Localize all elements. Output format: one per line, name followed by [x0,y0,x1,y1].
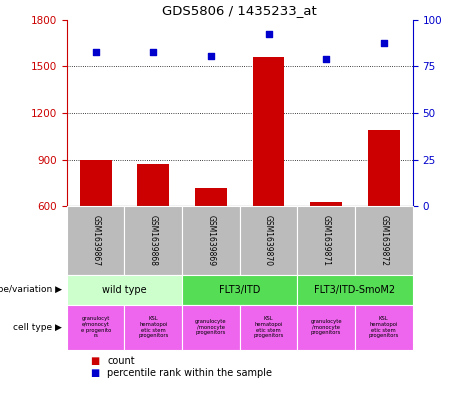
Point [92,49,99,55]
Text: ■: ■ [90,356,99,366]
Bar [240,206,297,275]
Point [149,49,157,55]
Text: ■: ■ [90,368,99,378]
Title: GDS5806 / 1435233_at: GDS5806 / 1435233_at [162,4,317,17]
Text: GSM1639868: GSM1639868 [149,215,158,266]
Text: percentile rank within the sample: percentile rank within the sample [107,368,272,378]
Bar [310,202,342,206]
Text: granulocyte
/monocyte
progenitors: granulocyte /monocyte progenitors [310,319,342,336]
Point [322,56,330,62]
Bar [297,206,355,275]
Text: GSM1639869: GSM1639869 [207,215,215,266]
Text: KSL
hematopoi
etic stem
progenitors: KSL hematopoi etic stem progenitors [254,316,284,338]
Text: granulocyte
/monocyte
progenitors: granulocyte /monocyte progenitors [195,319,227,336]
Bar [355,305,413,350]
Bar [182,275,297,305]
Text: GSM1639872: GSM1639872 [379,215,388,266]
Bar [368,130,400,206]
Bar [297,305,355,350]
Text: GSM1639871: GSM1639871 [322,215,331,266]
Point [207,53,214,59]
Bar [137,164,169,206]
Text: granulocyt
e/monocyt
e progenito
rs: granulocyt e/monocyt e progenito rs [81,316,111,338]
Bar [67,305,124,350]
Point [265,31,272,37]
Bar [80,160,112,206]
Bar [124,206,182,275]
Text: GSM1639867: GSM1639867 [91,215,100,266]
Bar [297,275,413,305]
Text: KSL
hematopoi
etic stem
progenitors: KSL hematopoi etic stem progenitors [369,316,399,338]
Bar [182,305,240,350]
Bar [124,305,182,350]
Text: FLT3/ITD-SmoM2: FLT3/ITD-SmoM2 [314,285,396,295]
Bar [67,275,182,305]
Text: GSM1639870: GSM1639870 [264,215,273,266]
Point [380,40,387,46]
Bar [195,188,227,206]
Bar [240,305,297,350]
Bar [182,206,240,275]
Bar [67,206,124,275]
Bar [253,57,284,206]
Text: FLT3/ITD: FLT3/ITD [219,285,260,295]
Text: genotype/variation ▶: genotype/variation ▶ [0,285,62,294]
Bar [355,206,413,275]
Text: wild type: wild type [102,285,147,295]
Text: KSL
hematopoi
etic stem
progenitors: KSL hematopoi etic stem progenitors [138,316,168,338]
Text: cell type ▶: cell type ▶ [13,323,62,332]
Text: count: count [107,356,135,366]
